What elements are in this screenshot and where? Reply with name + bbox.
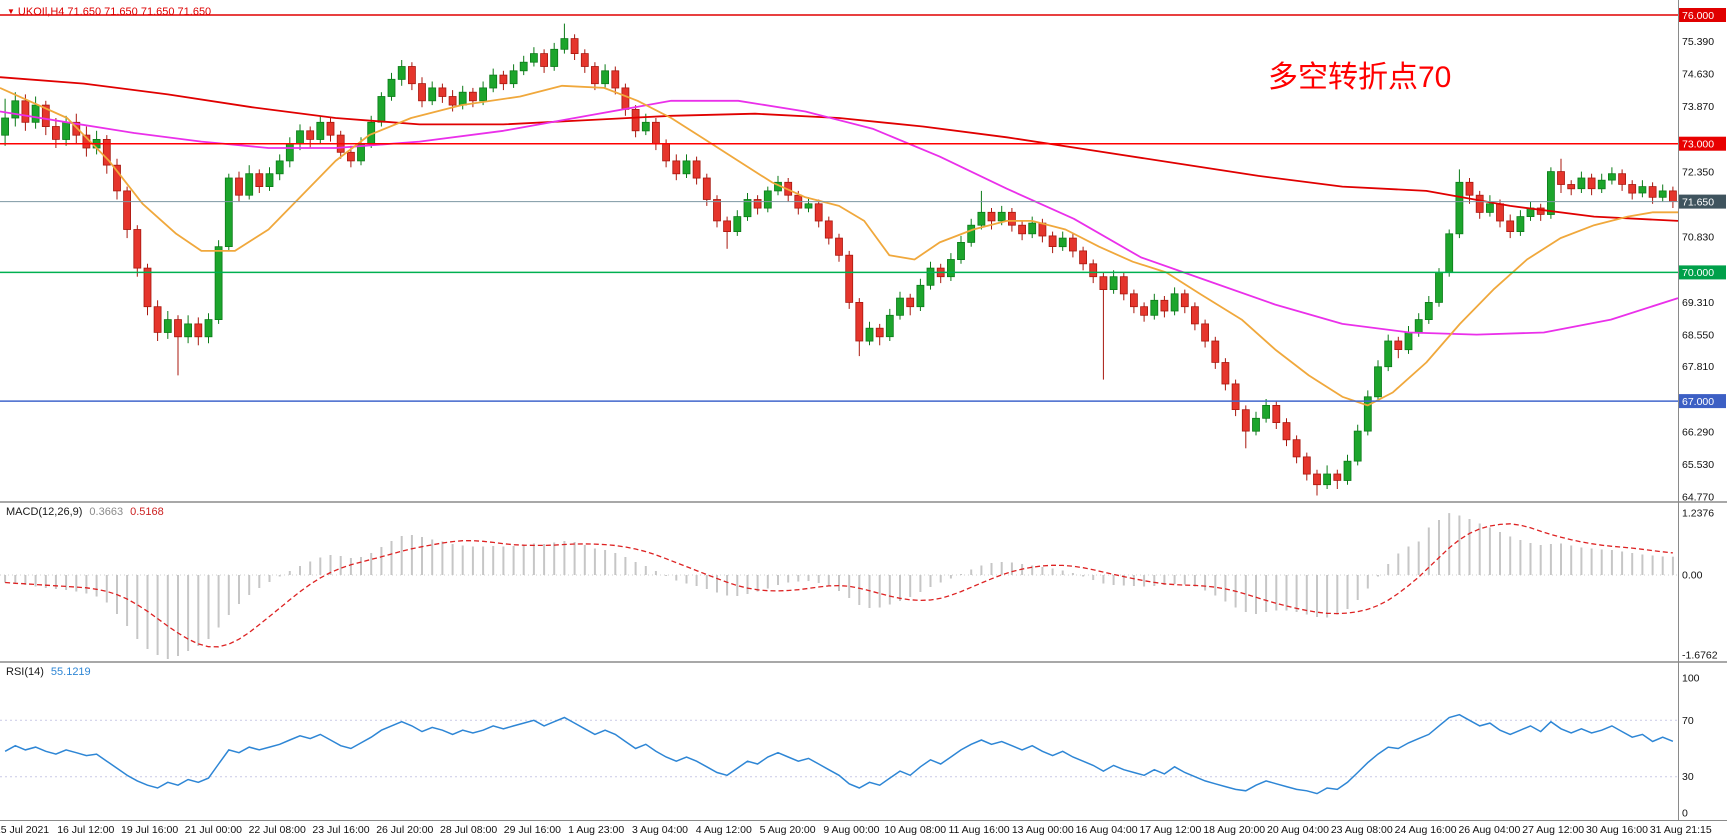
- price-chart-panel: 76.000 73.000 71.650 70.000 67.000 75.390 74.6…: [0, 0, 1727, 501]
- time-axis-label: 16 Aug 04:00: [1075, 824, 1138, 836]
- price-level-badge: 76.000: [1679, 8, 1726, 22]
- time-axis-label: 23 Aug 08:00: [1330, 824, 1393, 836]
- axis-label: 1.2376: [1682, 508, 1714, 520]
- rsi-indicator-label: RSI(14) 55.1219: [6, 666, 91, 678]
- axis-label: 0: [1682, 808, 1688, 820]
- price-level-badge: 73.000: [1679, 136, 1726, 151]
- axis-label: 30: [1682, 771, 1694, 783]
- time-axis-label: 16 Jul 12:00: [57, 824, 115, 836]
- time-axis-label: 13 Aug 00:00: [1011, 824, 1074, 836]
- time-axis-separator: [0, 820, 1727, 821]
- macd-name: MACD(12,26,9): [6, 506, 83, 518]
- sell-marker-icon: ▼: [7, 7, 15, 16]
- axis-label: 72.350: [1682, 166, 1714, 178]
- macd-chart-canvas[interactable]: 1.2376 0.00 -1.6762: [0, 503, 1727, 661]
- time-axis-label: 21 Jul 00:00: [184, 824, 242, 836]
- axis-label: 74.630: [1682, 69, 1714, 81]
- time-axis: 15 Jul 2021 16 Jul 12:00 19 Jul 16:00 21 Ju…: [0, 821, 1727, 840]
- price-level-badge: 67.000: [1679, 394, 1726, 409]
- rsi-value: 55.1219: [50, 666, 91, 678]
- axis-label: 67.810: [1682, 361, 1714, 373]
- macd-signal-value: 0.5168: [130, 506, 164, 518]
- time-axis-label: 17 Aug 12:00: [1139, 824, 1202, 836]
- time-axis-label: 3 Aug 04:00: [631, 824, 689, 836]
- price-level-badge: 70.000: [1679, 265, 1726, 280]
- symbol-ohlc-text: UKOIl,H4 71.650 71.650 71.650 71.650: [17, 6, 212, 18]
- axis-label: 0.00: [1682, 570, 1703, 582]
- axis-label: 75.390: [1682, 36, 1714, 48]
- chart-annotation: 多空转折点70: [1268, 61, 1452, 94]
- rsi-indicator-panel: 100 70 30 0 RSI(14) 55.1219: [0, 663, 1727, 820]
- axis-label: 70.830: [1682, 232, 1714, 244]
- axis-label: 100: [1682, 673, 1700, 685]
- rsi-name: RSI(14): [6, 666, 44, 678]
- time-axis-label: 15 Jul 2021: [0, 824, 50, 836]
- axis-label: 65.530: [1682, 459, 1714, 471]
- macd-indicator-panel: 1.2376 0.00 -1.6762 MACD(12,26,9) 0.3663 0.5…: [0, 503, 1727, 661]
- time-axis-label: 18 Aug 20:00: [1203, 824, 1266, 836]
- axis-label: 76.000: [1682, 10, 1714, 22]
- time-axis-label: 10 Aug 08:00: [884, 824, 947, 836]
- axis-label: 73.000: [1682, 139, 1714, 151]
- time-axis-label: 30 Aug 16:00: [1586, 824, 1648, 836]
- axis-label: 67.000: [1682, 396, 1714, 408]
- time-axis-label: 26 Aug 04:00: [1458, 824, 1521, 836]
- axis-label: -1.6762: [1682, 650, 1718, 662]
- axis-label: 68.550: [1682, 329, 1714, 341]
- time-axis-label: 29 Jul 16:00: [503, 824, 561, 836]
- rsi-chart-canvas[interactable]: 100 70 30 0: [0, 663, 1727, 820]
- time-axis-label: 19 Jul 16:00: [120, 824, 179, 836]
- time-axis-label: 24 Aug 16:00: [1394, 824, 1457, 836]
- axis-label: 73.870: [1682, 101, 1714, 113]
- time-axis-label: 26 Jul 20:00: [376, 824, 434, 836]
- time-axis-label: 1 Aug 23:00: [568, 824, 625, 836]
- time-axis-label: 5 Aug 20:00: [759, 824, 816, 836]
- macd-indicator-label: MACD(12,26,9) 0.3663 0.5168: [6, 506, 164, 518]
- axis-label: 69.310: [1682, 297, 1714, 309]
- time-axis-label: 23 Jul 16:00: [312, 824, 370, 836]
- time-axis-label: 20 Aug 04:00: [1267, 824, 1329, 836]
- axis-label: 70: [1682, 715, 1694, 727]
- macd-main-value: 0.3663: [89, 506, 124, 518]
- time-axis-label: 22 Jul 08:00: [248, 824, 306, 836]
- axis-label: 66.290: [1682, 426, 1714, 438]
- time-axis-label: 28 Jul 08:00: [439, 824, 498, 836]
- symbol-ohlc-label: ▼ UKOIl,H4 71.650 71.650 71.650 71.650: [7, 6, 211, 18]
- time-axis-label: 9 Aug 00:00: [823, 824, 880, 836]
- axis-label: 64.770: [1682, 492, 1714, 501]
- time-axis-label: 11 Aug 16:00: [948, 824, 1010, 836]
- price-chart-canvas[interactable]: 76.000 73.000 71.650 70.000 67.000 75.390 74.6…: [0, 0, 1727, 501]
- panel-separator[interactable]: [0, 501, 1727, 503]
- panel-separator[interactable]: [0, 661, 1727, 663]
- price-level-badge: 71.650: [1679, 194, 1726, 209]
- time-axis-label: 31 Aug 21:15: [1649, 824, 1712, 836]
- axis-label: 71.650: [1682, 196, 1714, 208]
- axis-label: 70.000: [1682, 267, 1714, 279]
- time-axis-label: 4 Aug 12:00: [695, 824, 752, 836]
- time-axis-label: 27 Aug 12:00: [1522, 824, 1585, 836]
- price-axis-border: [1678, 0, 1679, 820]
